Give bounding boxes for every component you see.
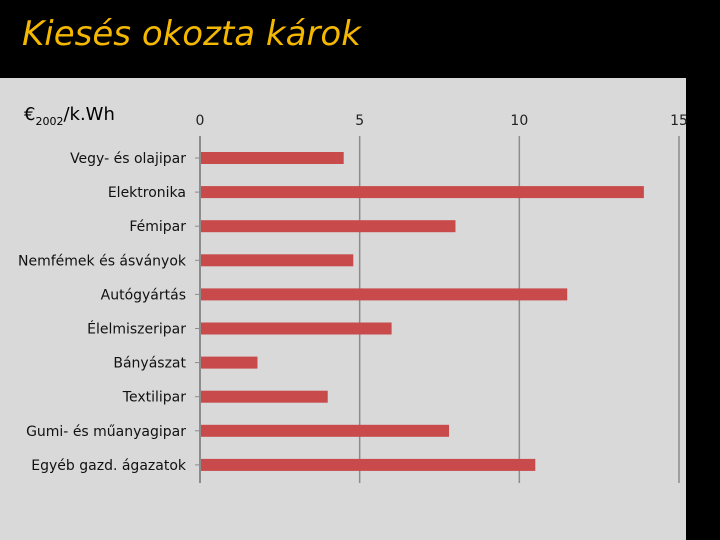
category-label-6: Bányászat	[113, 356, 186, 372]
x-tick-label-3: 15	[670, 113, 688, 129]
category-label-9: Egyéb gazd. ágazatok	[31, 458, 187, 474]
unit-suffix: /k.Wh	[63, 104, 115, 125]
category-label-5: Élelmiszeripar	[87, 321, 186, 338]
category-label-0: Vegy- és olajipar	[70, 151, 186, 167]
category-label-8: Gumi- és műanyagipar	[26, 424, 186, 440]
unit-label: €2002/k.Wh	[24, 104, 115, 128]
bar-3	[200, 254, 354, 267]
x-tick-label-1: 5	[355, 113, 364, 129]
bar-6	[200, 356, 258, 369]
x-tick-label-2: 10	[510, 113, 528, 129]
bar-1	[200, 186, 644, 199]
slide-title: Kiesés okozta károk	[22, 14, 361, 54]
category-label-7: Textilipar	[122, 390, 186, 406]
x-tick-label-0: 0	[196, 113, 205, 129]
bar-9	[200, 458, 536, 471]
unit-subscript: 2002	[35, 115, 64, 128]
bar-4	[200, 288, 568, 301]
title-bar: Kiesés okozta károk	[0, 0, 720, 78]
bar-0	[200, 152, 344, 164]
category-label-4: Autógyártás	[101, 287, 186, 303]
category-label-1: Elektronika	[108, 185, 186, 201]
category-label-2: Fémipar	[129, 219, 186, 235]
bar-8	[200, 424, 450, 437]
bar-5	[200, 322, 392, 335]
category-label-3: Nemfémek és ásványok	[18, 253, 187, 269]
bar-7	[200, 390, 328, 403]
unit-prefix: €	[24, 104, 36, 125]
bar-2	[200, 220, 456, 233]
